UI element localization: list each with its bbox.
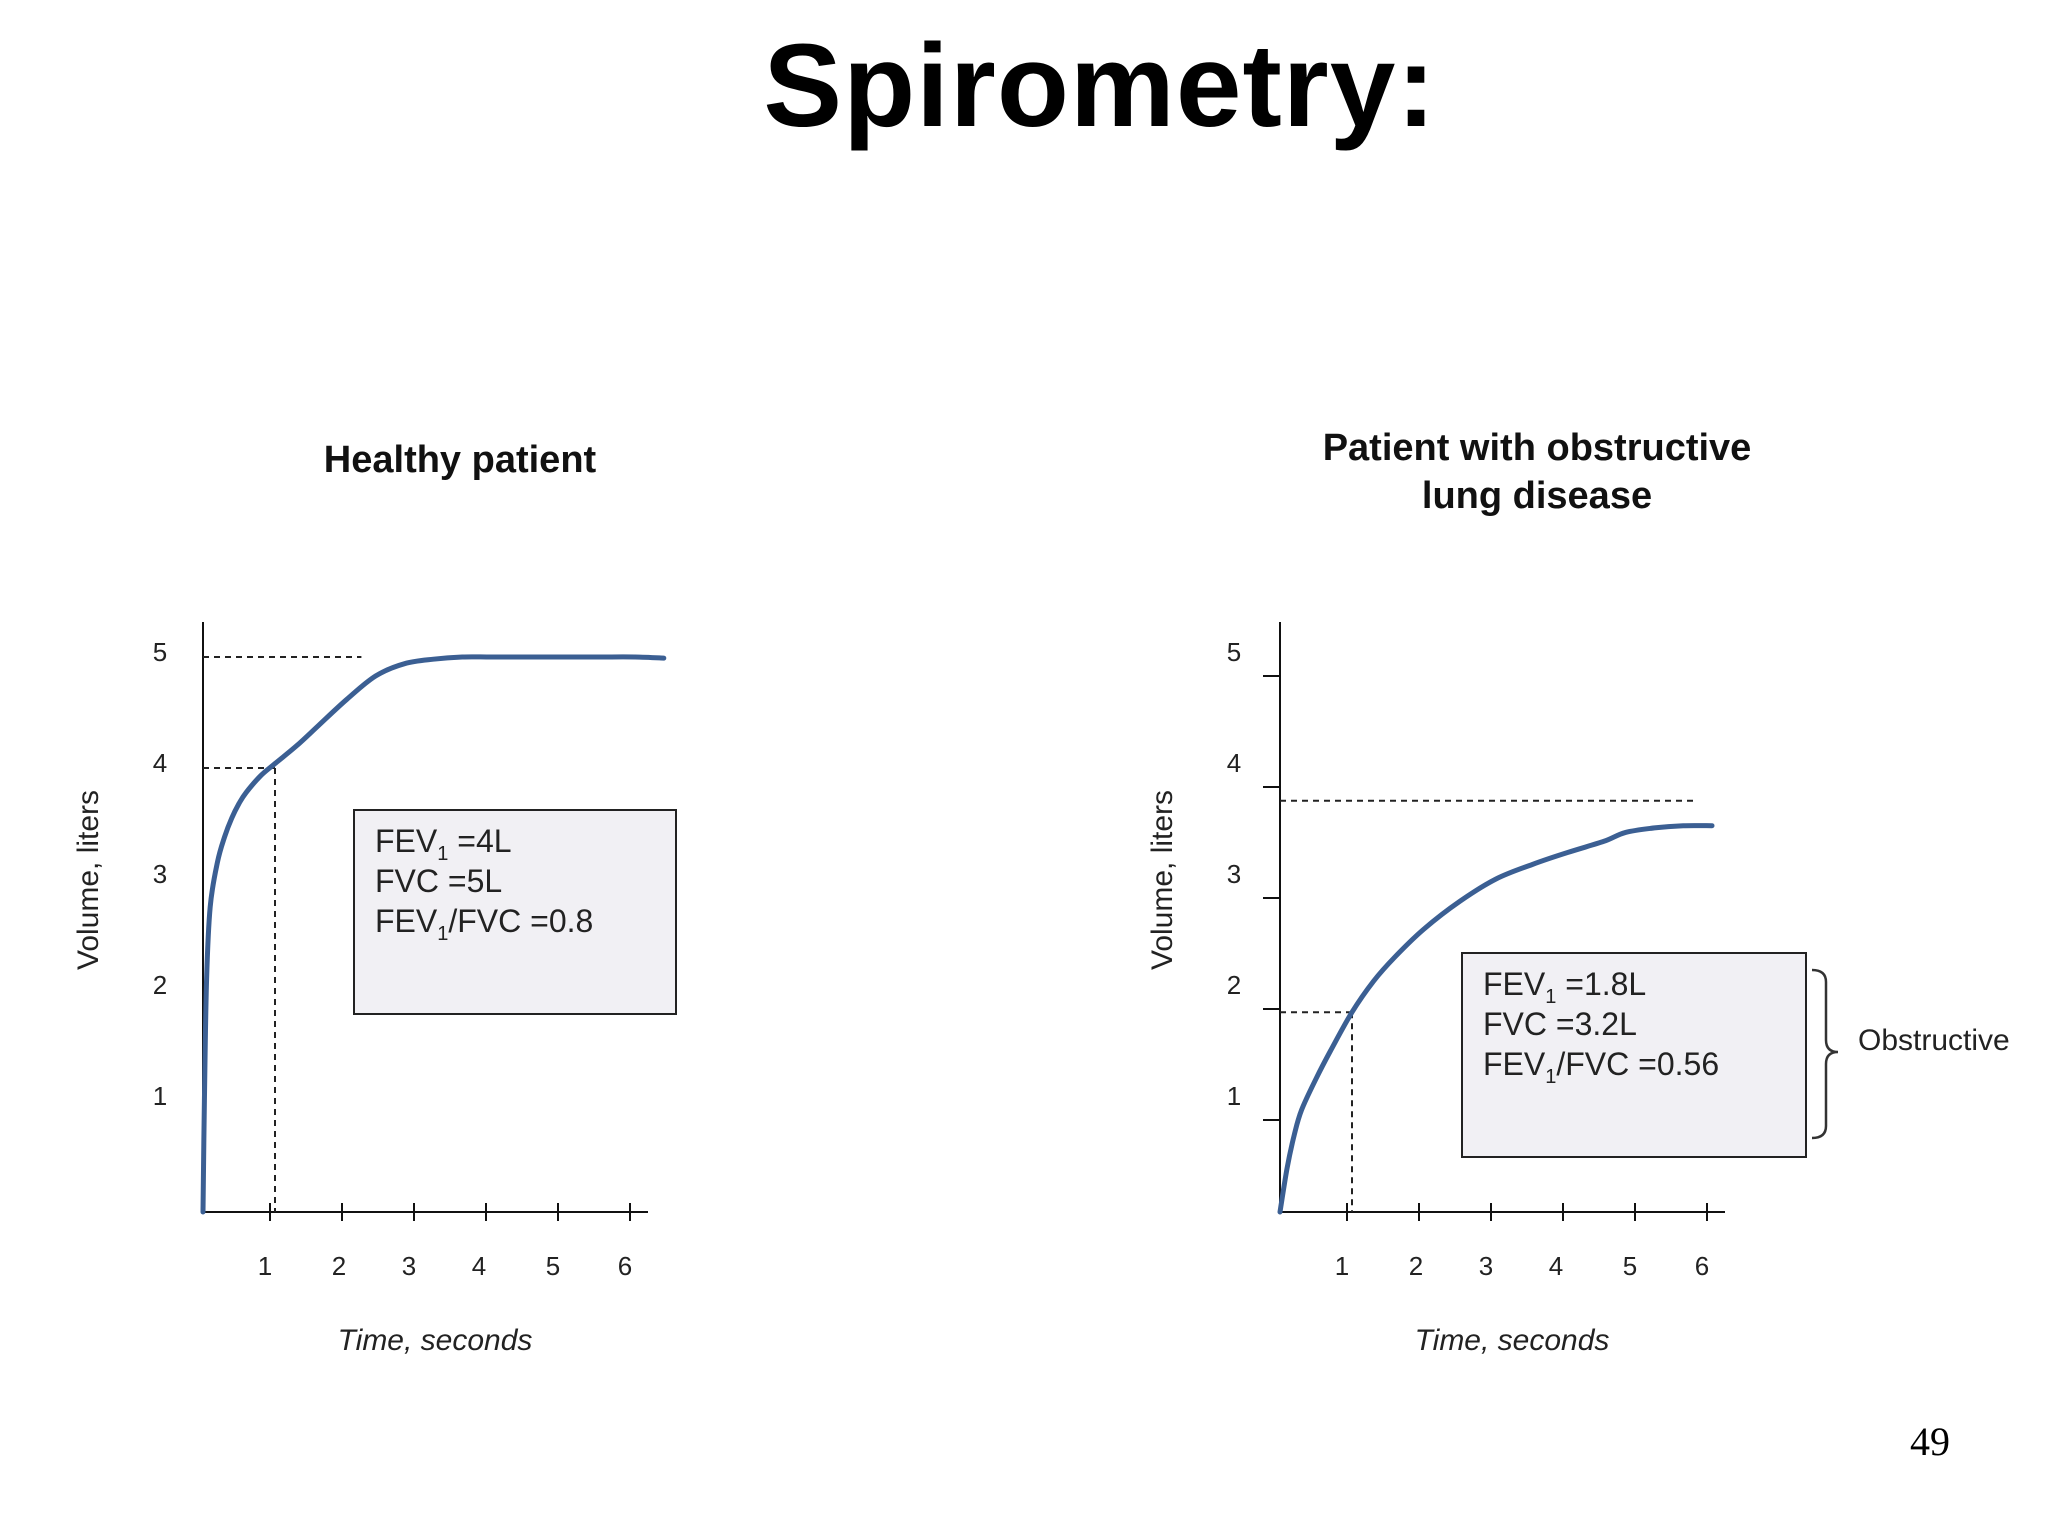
healthy-y-tick-2: 2 [153, 970, 167, 1000]
healthy-volume-curve [200, 654, 667, 1215]
healthy-results-box: FEV1 =4L FVC =5L FEV1/FVC =0.8 [353, 809, 677, 1015]
obstructive-x-axis-label: Time, seconds [1415, 1324, 1610, 1357]
healthy-y-tick-5: 5 [153, 637, 167, 667]
obstructive-y-tick-5: 5 [1227, 637, 1241, 667]
obstructive-x-tick-labels: 1 2 3 4 5 6 [1335, 1251, 1709, 1281]
obstructive-y-tick-marks [1263, 675, 1280, 1121]
obstructive-x-ticks [1346, 1203, 1708, 1221]
healthy-y-tick-4: 4 [153, 748, 167, 778]
obstructive-x-tick-5: 5 [1623, 1251, 1637, 1281]
page-number: 49 [1910, 1419, 1950, 1464]
healthy-y-tick-labels: 1 2 3 4 5 [153, 637, 167, 1111]
healthy-x-tick-3: 3 [402, 1251, 416, 1281]
obstructive-results-box: FEV1 =1.8L FVC =3.2L FEV1/FVC =0.56 [1461, 952, 1807, 1158]
obstructive-y-tick-3: 3 [1227, 859, 1241, 889]
obstructive-chart-title-line-1: Patient with obstructive [1323, 427, 1752, 469]
obstructive-x-tick-1: 1 [1335, 1251, 1349, 1281]
obstructive-x-tick-2: 2 [1409, 1251, 1423, 1281]
obstructive-y-tick-4: 4 [1227, 748, 1241, 778]
obstructive-bracket [1811, 968, 1839, 1140]
slide-title: Spirometry: [763, 20, 1437, 152]
obstructive-ratio-value: FEV1/FVC =0.56 [1483, 1046, 1719, 1088]
obstructive-chart-title-line-2: lung disease [1422, 475, 1652, 517]
healthy-x-tick-6: 6 [618, 1251, 632, 1281]
obstructive-y-tick-1: 1 [1227, 1081, 1241, 1111]
obstructive-y-tick-labels: 1 2 3 4 5 [1227, 637, 1241, 1111]
healthy-y-tick-1: 1 [153, 1081, 167, 1111]
healthy-x-tick-5: 5 [546, 1251, 560, 1281]
healthy-chart: Healthy patient 1 2 3 4 5 Volume, liters… [72, 439, 677, 1357]
obstructive-x-tick-4: 4 [1549, 1251, 1563, 1281]
obstructive-fvc-value: FVC =3.2L [1483, 1006, 1637, 1042]
healthy-x-ticks [269, 1203, 631, 1221]
healthy-x-axis-label: Time, seconds [338, 1324, 533, 1357]
healthy-fvc-value: FVC =5L [375, 863, 502, 899]
healthy-reference-lines [203, 656, 362, 1212]
obstructive-fev1-value: FEV1 =1.8L [1483, 966, 1646, 1008]
obstructive-x-tick-3: 3 [1479, 1251, 1493, 1281]
obstructive-y-tick-2: 2 [1227, 970, 1241, 1000]
obstructive-y-axis-label: Volume, liters [1146, 790, 1179, 970]
healthy-x-tick-2: 2 [332, 1251, 346, 1281]
healthy-y-tick-3: 3 [153, 859, 167, 889]
obstructive-reference-lines [1280, 799, 1698, 1212]
obstructive-volume-curve [1277, 823, 1715, 1215]
healthy-results-box-frame [353, 809, 677, 1015]
obstructive-x-tick-6: 6 [1695, 1251, 1709, 1281]
obstructive-chart: Patient with obstructive lung disease 1 … [1146, 427, 2010, 1357]
healthy-fev1-value: FEV1 =4L [375, 823, 512, 865]
healthy-x-tick-labels: 1 2 3 4 5 6 [258, 1251, 632, 1281]
obstructive-bracket-label: Obstructive [1858, 1024, 2010, 1057]
healthy-x-tick-4: 4 [472, 1251, 486, 1281]
healthy-x-tick-1: 1 [258, 1251, 272, 1281]
healthy-chart-title: Healthy patient [324, 439, 597, 481]
obstructive-results-box-frame [1461, 952, 1807, 1158]
healthy-ratio-value: FEV1/FVC =0.8 [375, 903, 593, 945]
healthy-y-axis-label: Volume, liters [72, 790, 105, 970]
